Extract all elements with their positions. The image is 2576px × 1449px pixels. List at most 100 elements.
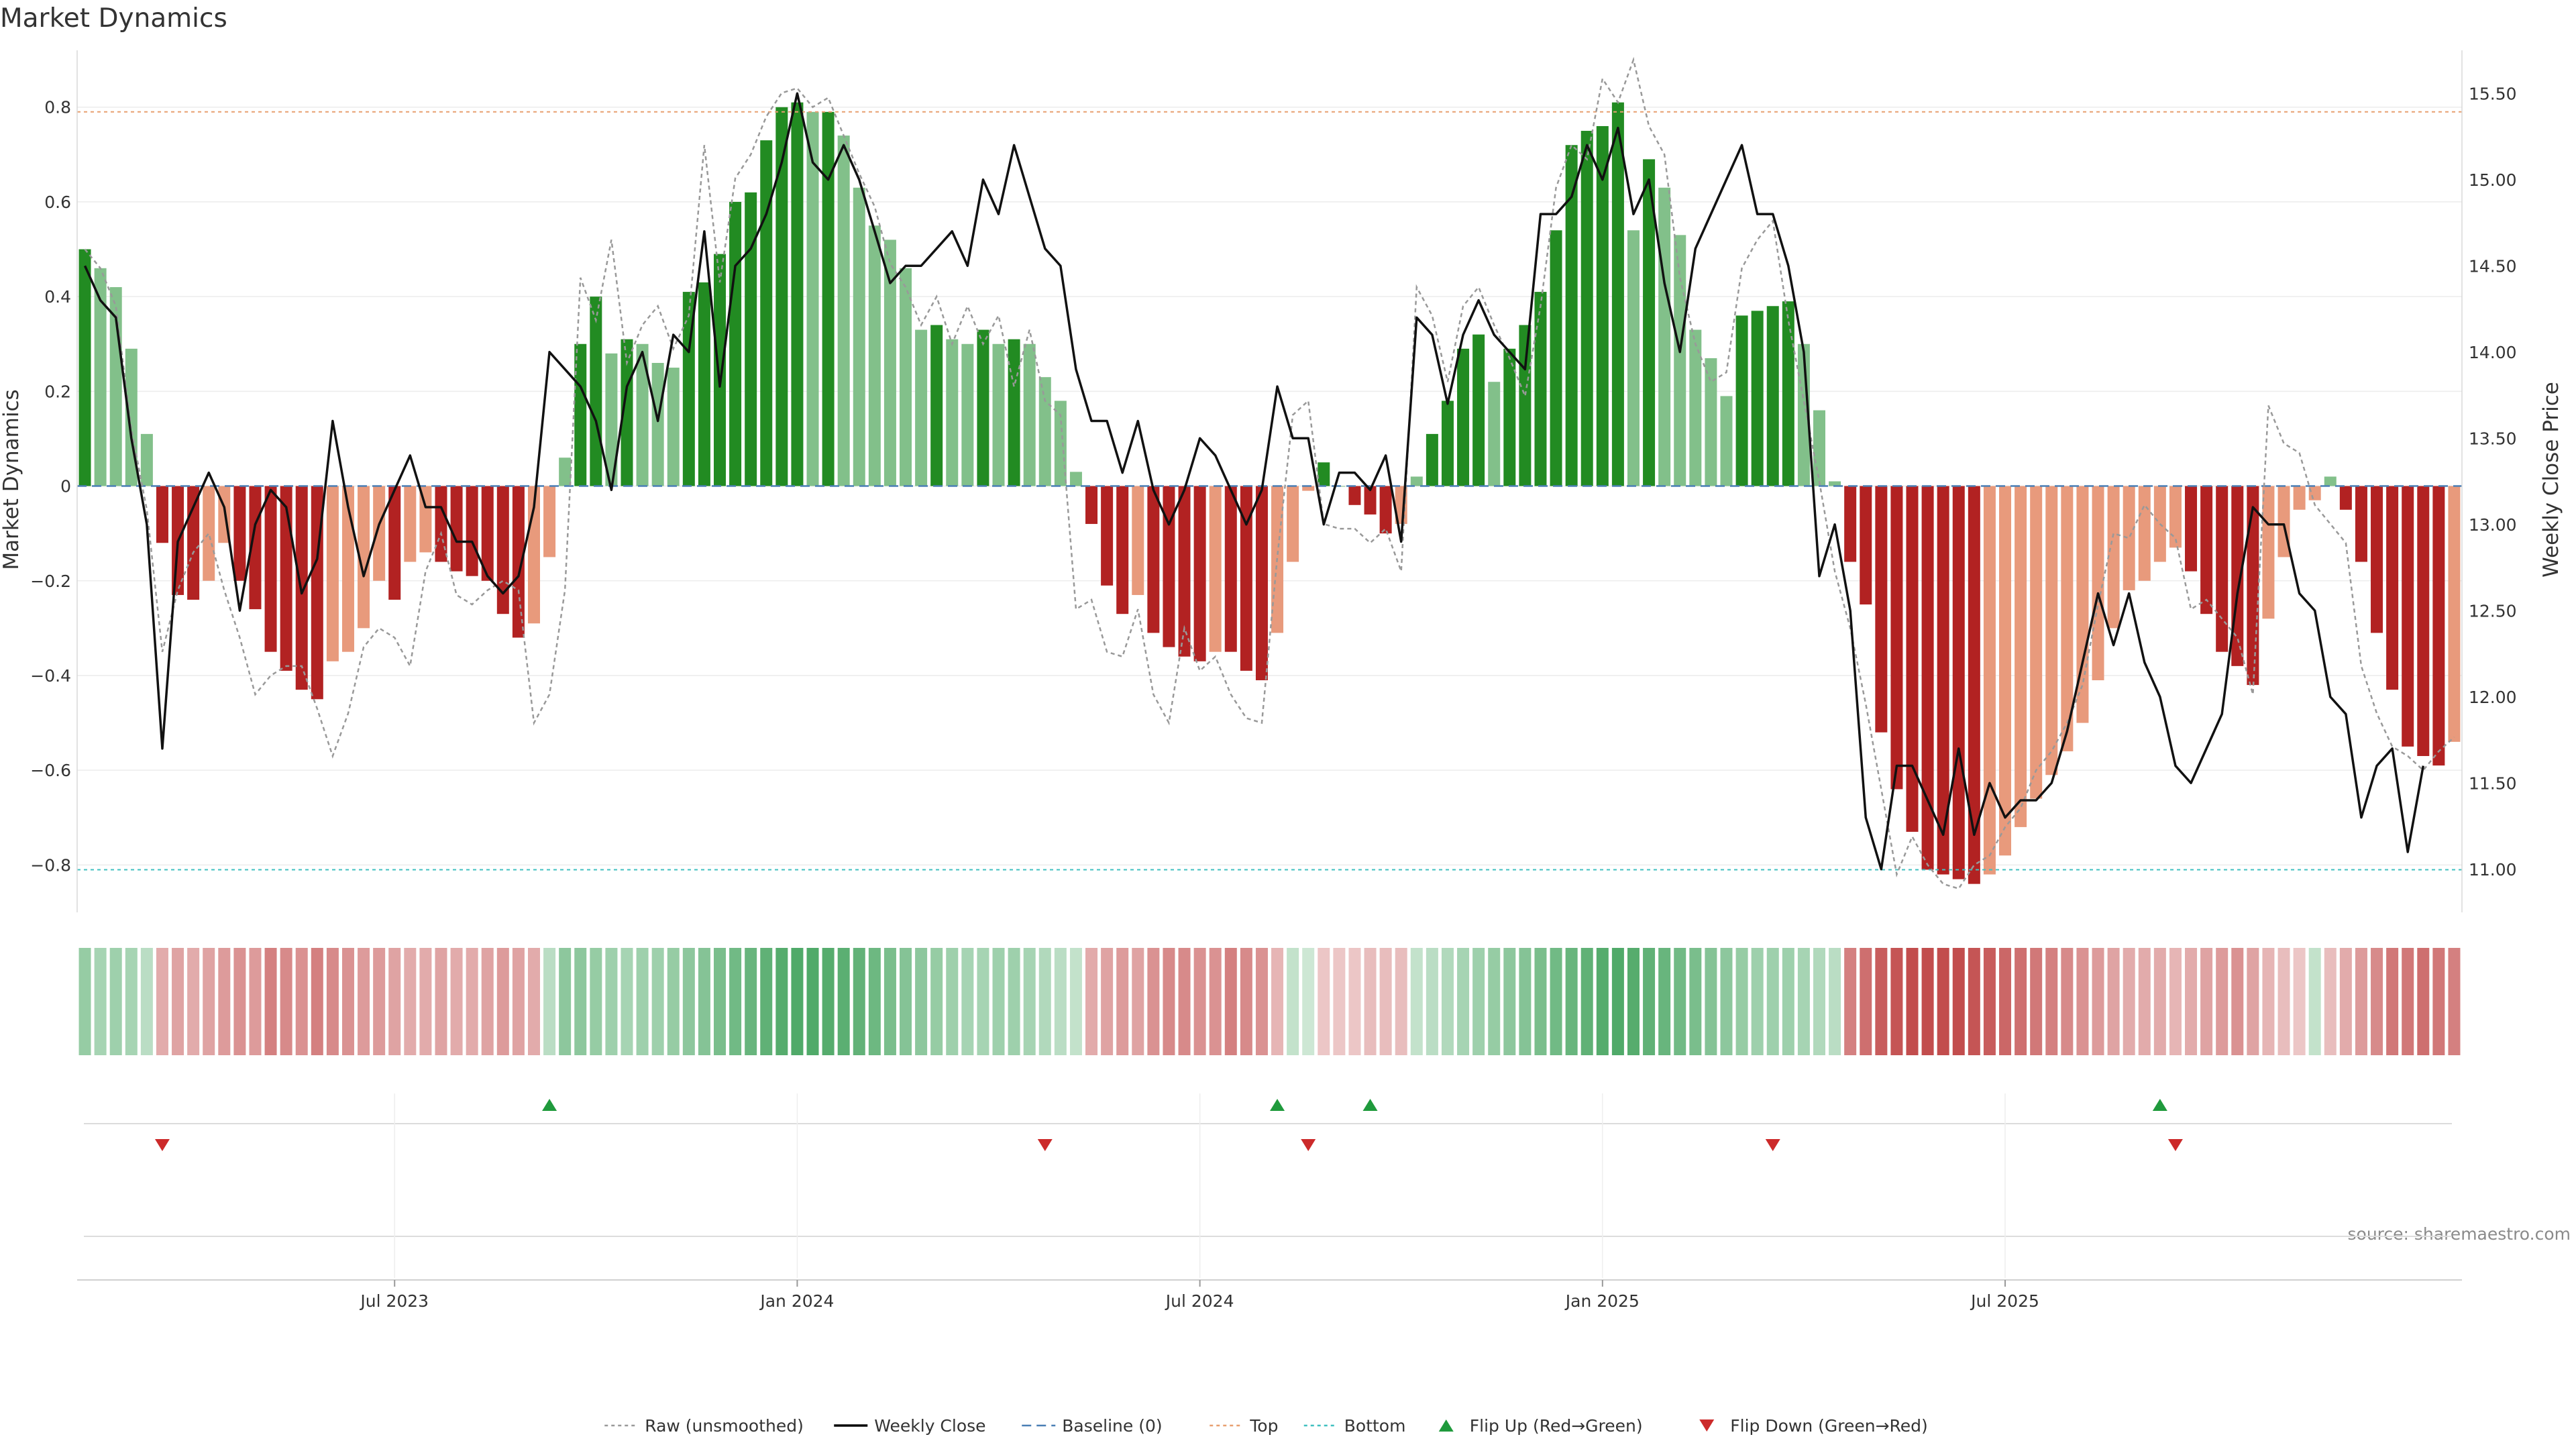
bar bbox=[341, 486, 354, 652]
bar bbox=[1379, 486, 1392, 534]
heat-cell bbox=[1999, 948, 2012, 1055]
bar bbox=[822, 111, 835, 486]
heat-cell bbox=[264, 948, 277, 1055]
bar bbox=[651, 362, 664, 486]
bar bbox=[280, 486, 292, 671]
bar bbox=[2061, 486, 2074, 751]
y2-tick-label: 11.50 bbox=[2469, 773, 2517, 793]
heat-cell bbox=[977, 948, 989, 1055]
bar bbox=[1983, 486, 1996, 875]
bar bbox=[2432, 486, 2445, 766]
heat-cell bbox=[1860, 948, 1872, 1055]
heat-cell bbox=[791, 948, 804, 1055]
bar bbox=[930, 325, 943, 486]
x-tick-label: Jul 2025 bbox=[1970, 1291, 2039, 1311]
bar bbox=[2076, 486, 2089, 723]
heat-cell bbox=[1674, 948, 1686, 1055]
heat-cell bbox=[1008, 948, 1020, 1055]
heat-cell bbox=[621, 948, 633, 1055]
bar bbox=[1302, 486, 1315, 491]
bar bbox=[698, 282, 710, 486]
y-tick-label: −0.8 bbox=[30, 855, 71, 875]
bar bbox=[187, 486, 200, 600]
heat-cell bbox=[1983, 948, 1996, 1055]
bar bbox=[1611, 102, 1624, 486]
flip-markers bbox=[84, 1093, 2452, 1278]
flip-up-marker bbox=[2152, 1099, 2167, 1111]
heat-cell bbox=[2247, 948, 2259, 1055]
heat-cell bbox=[1318, 948, 1330, 1055]
heat-cell bbox=[280, 948, 292, 1055]
bar bbox=[915, 329, 928, 486]
heat-cell bbox=[1410, 948, 1423, 1055]
bar bbox=[264, 486, 277, 652]
heat-cell bbox=[1488, 948, 1501, 1055]
bar bbox=[590, 297, 602, 486]
heat-cell bbox=[496, 948, 509, 1055]
bar bbox=[1534, 292, 1547, 486]
bar bbox=[233, 486, 246, 581]
bar bbox=[1674, 235, 1686, 486]
heat-cell bbox=[2355, 948, 2367, 1055]
bar bbox=[1968, 486, 1980, 884]
heat-cell bbox=[760, 948, 773, 1055]
heat-cell bbox=[1395, 948, 1407, 1055]
heat-cell bbox=[1829, 948, 1841, 1055]
bar bbox=[1658, 187, 1671, 486]
heat-cell bbox=[2277, 948, 2290, 1055]
heat-cell bbox=[404, 948, 417, 1055]
bar bbox=[2247, 486, 2259, 686]
heat-cell bbox=[1503, 948, 1516, 1055]
bar bbox=[481, 486, 494, 581]
bar bbox=[2138, 486, 2151, 581]
bar bbox=[1503, 348, 1516, 486]
heat-cell bbox=[559, 948, 572, 1055]
bar bbox=[837, 136, 850, 486]
y2-tick-label: 11.00 bbox=[2469, 860, 2517, 879]
line-series bbox=[77, 56, 2462, 890]
heat-cell bbox=[946, 948, 959, 1055]
flip-up-marker bbox=[542, 1099, 557, 1111]
bar bbox=[992, 343, 1005, 486]
heat-cell bbox=[853, 948, 865, 1055]
bar bbox=[450, 486, 463, 572]
heat-cell bbox=[590, 948, 602, 1055]
heat-cell bbox=[140, 948, 153, 1055]
bar bbox=[1643, 159, 1656, 486]
heat-cell bbox=[868, 948, 881, 1055]
y2-tick-label: 14.00 bbox=[2469, 343, 2517, 362]
bar bbox=[2402, 486, 2414, 747]
bar bbox=[1038, 377, 1051, 486]
bar bbox=[388, 486, 401, 600]
heat-strip bbox=[78, 948, 2461, 1055]
heat-cell bbox=[1209, 948, 1222, 1055]
heat-cell bbox=[1580, 948, 1593, 1055]
heat-cell bbox=[2417, 948, 2430, 1055]
y2-tick-label: 13.00 bbox=[2469, 515, 2517, 535]
bar bbox=[1472, 334, 1485, 486]
bar bbox=[1999, 486, 2012, 856]
x-axis: Jul 2023 Jan 2024 Jul 2024 Jan 2025 Jul 2025 bbox=[77, 1279, 2462, 1311]
heat-cell bbox=[883, 948, 896, 1055]
heat-cell bbox=[311, 948, 323, 1055]
heat-cell bbox=[1038, 948, 1051, 1055]
bar bbox=[791, 102, 804, 486]
bar bbox=[1287, 486, 1299, 562]
heat-cell bbox=[1271, 948, 1284, 1055]
heat-cell bbox=[1890, 948, 1903, 1055]
bar bbox=[2355, 486, 2367, 562]
bar bbox=[1829, 481, 1841, 486]
bar bbox=[1224, 486, 1237, 652]
heat-cell bbox=[2386, 948, 2399, 1055]
heat-cell bbox=[1069, 948, 1082, 1055]
heat-cell bbox=[2076, 948, 2089, 1055]
heat-cell bbox=[512, 948, 525, 1055]
y-axis-title: Market Dynamics bbox=[0, 389, 23, 570]
bar bbox=[2216, 486, 2229, 652]
heat-cell bbox=[1116, 948, 1129, 1055]
legend-label: Baseline (0) bbox=[1062, 1416, 1162, 1436]
legend-label: Flip Up (Red→Green) bbox=[1470, 1416, 1643, 1436]
heat-cell bbox=[1968, 948, 1980, 1055]
heat-cell bbox=[930, 948, 943, 1055]
bar bbox=[946, 339, 959, 486]
